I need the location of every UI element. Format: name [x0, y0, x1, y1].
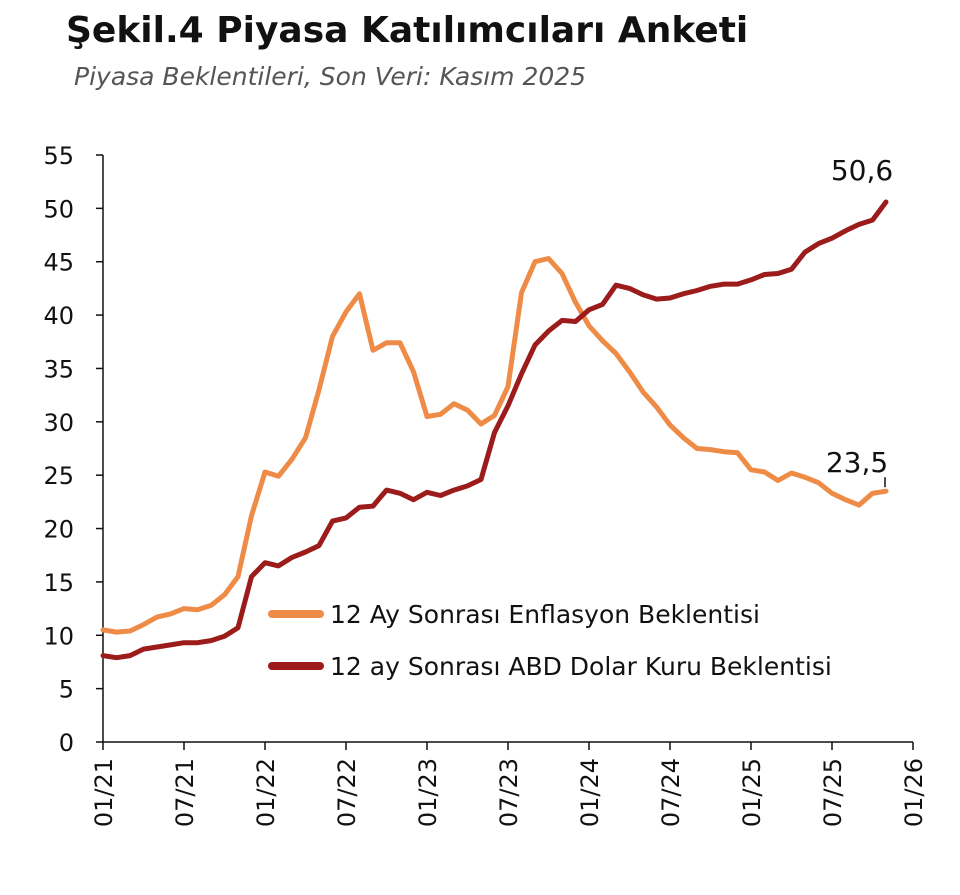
legend-label-0: 12 Ay Sonrası Enflasyon Beklentisi: [330, 600, 760, 629]
y-tick-label: 25: [43, 462, 74, 490]
y-tick-label: 20: [43, 516, 74, 544]
x-tick-label: 01/26: [900, 758, 928, 827]
data-label-end-inflation: 23,5: [826, 446, 888, 479]
chart-subtitle: Piyasa Beklentileri, Son Veri: Kasım 202…: [74, 62, 587, 91]
x-tick-label: 01/22: [252, 758, 280, 827]
legend-label-1: 12 ay Sonrası ABD Dolar Kuru Beklentisi: [330, 652, 832, 681]
y-tick-label: 40: [43, 302, 74, 330]
x-tick-label: 07/21: [171, 758, 199, 827]
series-line-1: [100, 199, 889, 661]
x-tick-label: 07/25: [819, 758, 847, 827]
y-tick-label: 50: [43, 195, 74, 223]
data-label-end-dollar: 50,6: [831, 154, 893, 187]
y-tick-label: 10: [43, 622, 74, 650]
y-tick-label: 5: [59, 676, 74, 704]
chart-legend: 12 Ay Sonrası Enflasyon Beklentisi 12 ay …: [268, 600, 832, 681]
y-tick-label: 45: [43, 249, 74, 277]
series-line-0: [100, 256, 889, 635]
data-labels: 50,6 23,5: [826, 154, 893, 488]
x-tick-label: 07/22: [333, 758, 361, 827]
x-tick-label: 01/23: [414, 758, 442, 827]
y-tick-label: 0: [59, 729, 74, 757]
x-tick-label: 07/24: [657, 758, 685, 827]
chart-axes: 0 5 10 15 20 25 30 35 40 45 50 55 01/21 07/21 01/22 07/…: [43, 142, 928, 827]
x-tick-label: 07/23: [495, 758, 523, 827]
y-tick-label: 15: [43, 569, 74, 597]
x-tick-label: 01/25: [738, 758, 766, 827]
x-tick-label: 01/24: [576, 758, 604, 827]
x-tick-label: 01/21: [90, 758, 118, 827]
series-layer: [100, 199, 889, 661]
chart-title: Şekil.4 Piyasa Katılımcıları Anketi: [66, 10, 749, 51]
y-tick-label: 30: [43, 409, 74, 437]
y-tick-label: 55: [43, 142, 74, 170]
y-tick-label: 35: [43, 355, 74, 383]
